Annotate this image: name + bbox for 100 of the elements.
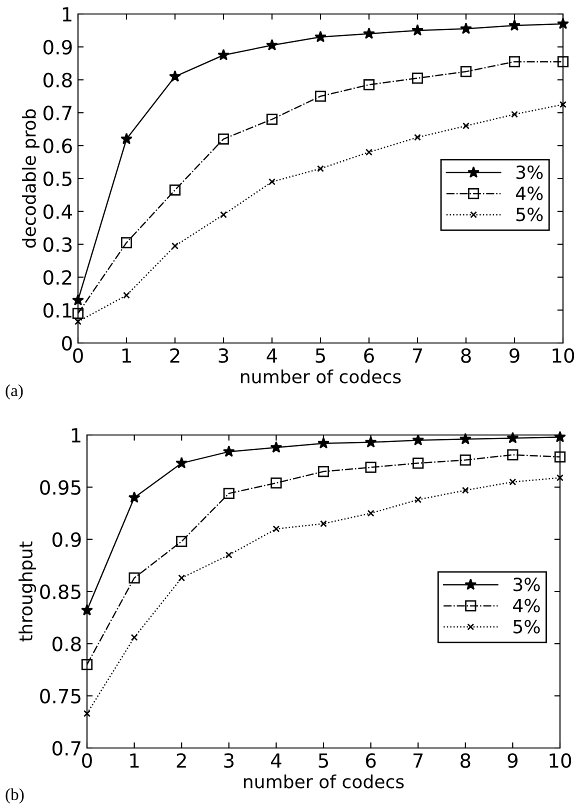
point bbox=[270, 477, 282, 489]
point bbox=[320, 520, 327, 528]
point bbox=[318, 437, 330, 449]
point bbox=[364, 436, 377, 448]
point bbox=[414, 134, 421, 141]
point bbox=[509, 478, 516, 486]
text: (b) bbox=[6, 788, 24, 804]
point bbox=[506, 432, 519, 444]
y-tick-label: 0.95 bbox=[40, 480, 80, 495]
point bbox=[169, 184, 181, 196]
point bbox=[314, 90, 326, 102]
y-tick-label: 0.2 bbox=[44, 270, 72, 285]
y-tick-label: 0.8 bbox=[44, 72, 72, 88]
point bbox=[178, 574, 186, 582]
point bbox=[318, 466, 330, 478]
point bbox=[120, 132, 132, 144]
x-axis-title: number of codecs bbox=[241, 369, 401, 384]
point bbox=[460, 66, 472, 78]
x-tick-label: 10 bbox=[550, 753, 572, 768]
x-tick-label: 3 bbox=[224, 753, 234, 768]
legend-label: 3% bbox=[514, 578, 540, 592]
x-tick-label: 8 bbox=[460, 753, 470, 768]
point bbox=[462, 486, 469, 494]
point bbox=[128, 491, 140, 503]
x-tick-label: 6 bbox=[364, 348, 374, 363]
x-tick-label: 0 bbox=[82, 753, 92, 768]
y-axis-title: throughput bbox=[18, 541, 36, 642]
point bbox=[556, 474, 564, 482]
y-tick-label: 0.6 bbox=[44, 138, 72, 154]
point bbox=[266, 39, 278, 50]
x-tick-label: 5 bbox=[318, 753, 328, 768]
x-tick-label: 8 bbox=[461, 348, 471, 363]
point bbox=[560, 101, 566, 108]
point bbox=[314, 30, 326, 42]
point bbox=[120, 237, 132, 248]
point bbox=[414, 496, 422, 504]
y-tick-label: 0.4 bbox=[44, 204, 72, 220]
x-tick-label: 7 bbox=[412, 348, 422, 363]
x-tick-label: 10 bbox=[552, 348, 574, 363]
point bbox=[84, 710, 90, 718]
point bbox=[176, 536, 188, 547]
point bbox=[365, 462, 376, 473]
point bbox=[412, 458, 424, 469]
x-tick-label: 3 bbox=[218, 348, 228, 363]
y-tick-label: 0.5 bbox=[44, 171, 72, 186]
point bbox=[268, 178, 276, 186]
point bbox=[412, 72, 424, 84]
point bbox=[218, 48, 230, 60]
y-tick-label: 1 bbox=[62, 7, 72, 22]
point bbox=[81, 658, 93, 670]
point bbox=[218, 133, 230, 145]
y-tick-label: 0.9 bbox=[44, 40, 72, 55]
point bbox=[123, 292, 130, 299]
y-tick-label: 0.3 bbox=[44, 237, 72, 252]
x-tick-label: 7 bbox=[414, 753, 423, 768]
x-axis-title: number of codecs bbox=[244, 774, 404, 788]
point bbox=[270, 441, 282, 453]
y-tick-label: 0.7 bbox=[52, 740, 80, 756]
point bbox=[366, 148, 372, 156]
point bbox=[172, 242, 178, 250]
point bbox=[222, 445, 235, 457]
point bbox=[74, 318, 82, 326]
point bbox=[460, 454, 471, 466]
y-tick-label: 0.75 bbox=[40, 688, 80, 704]
point bbox=[412, 24, 424, 36]
point bbox=[128, 572, 140, 584]
y-tick-label: 0.8 bbox=[52, 636, 81, 652]
y-tick-label: 1 bbox=[72, 428, 80, 442]
x-tick-label: 6 bbox=[366, 753, 376, 768]
point bbox=[220, 211, 227, 218]
x-tick-label: 2 bbox=[170, 348, 180, 363]
point bbox=[460, 22, 472, 34]
point bbox=[507, 449, 518, 460]
point bbox=[363, 79, 375, 90]
point bbox=[266, 114, 278, 125]
legend-label: 4% bbox=[513, 598, 540, 612]
legend-label: 5% bbox=[514, 620, 540, 634]
y-tick-label: 0.9 bbox=[52, 532, 81, 547]
point bbox=[225, 552, 232, 558]
y-tick-label: 0.85 bbox=[40, 584, 80, 600]
point bbox=[511, 110, 518, 118]
point bbox=[317, 165, 324, 172]
y-tick-label: 0.1 bbox=[44, 303, 72, 318]
x-tick-label: 1 bbox=[122, 348, 131, 363]
x-tick-label: 4 bbox=[270, 753, 282, 768]
x-tick-label: 9 bbox=[508, 753, 518, 768]
x-tick-label: 1 bbox=[130, 753, 139, 768]
x-tick-label: 5 bbox=[316, 348, 325, 363]
legend-label: 3% bbox=[516, 165, 543, 180]
point bbox=[130, 634, 138, 641]
legend-label: 4% bbox=[516, 186, 543, 200]
point bbox=[508, 56, 520, 68]
point bbox=[169, 70, 181, 82]
point bbox=[462, 122, 470, 130]
point bbox=[72, 308, 84, 319]
point bbox=[508, 19, 520, 31]
text: (a) bbox=[6, 384, 23, 400]
point bbox=[367, 510, 374, 517]
point bbox=[176, 456, 188, 468]
point bbox=[459, 432, 472, 444]
